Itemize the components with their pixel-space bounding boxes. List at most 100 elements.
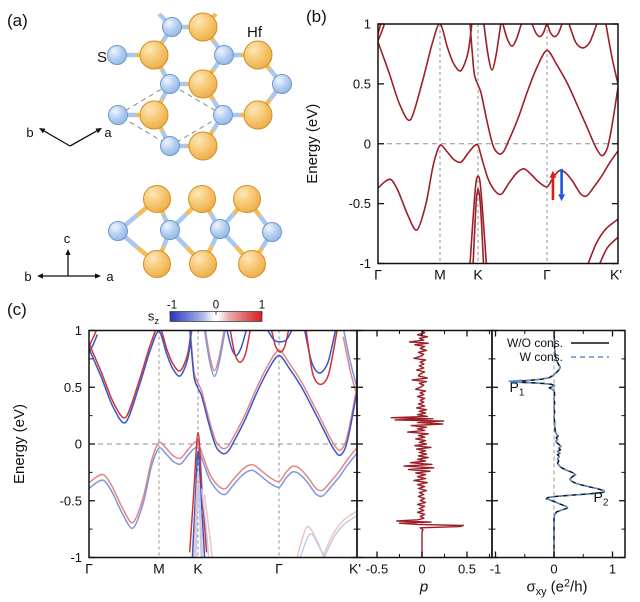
s-atom — [108, 221, 128, 241]
legend-w-label: W cons. — [520, 350, 563, 364]
band-cWGr — [270, 330, 290, 353]
band-Kp_desc — [605, 24, 618, 85]
p-curve — [390, 329, 465, 558]
hf-atom-label: Hf — [247, 24, 263, 41]
axis-arrow-b2-head — [37, 273, 43, 279]
axis-arrow-a2-head — [95, 273, 101, 279]
band-K_desc — [189, 330, 357, 451]
peak-p1-label: P1 — [510, 379, 525, 399]
band-v_main — [89, 446, 357, 530]
kpoint-label: Γ — [85, 561, 93, 577]
xtick-label: 1 — [609, 562, 616, 577]
band-V0 — [483, 24, 502, 71]
ytick-label: -1 — [70, 550, 82, 565]
band-V0 — [203, 330, 226, 378]
kpoint-label: K — [193, 561, 203, 577]
ytick-label: 0.5 — [353, 76, 371, 91]
kpoint-label: M — [434, 267, 446, 283]
panel-c-label: (c) — [7, 300, 27, 319]
hf-atom — [189, 250, 217, 278]
colorbar-label: sz — [148, 309, 160, 327]
axis-arrow-a-head — [95, 128, 102, 134]
band-WR — [546, 24, 563, 38]
hf-atom — [243, 100, 273, 130]
band-pale_br2 — [299, 532, 327, 558]
s-atom — [160, 74, 180, 94]
ytick-label: -0.5 — [60, 493, 82, 508]
ytick-label: 1 — [364, 17, 371, 32]
axis-a2-label: a — [106, 269, 114, 284]
s-atom — [107, 45, 127, 65]
sigma-wo-curve — [509, 330, 606, 558]
s-atom — [210, 219, 230, 239]
band-D2 — [568, 24, 598, 49]
hf-atom — [188, 12, 218, 42]
structure-view — [107, 12, 292, 161]
ytick-label: -1 — [359, 256, 371, 271]
band-cKb2 — [195, 484, 202, 558]
panel-b-label: (b) — [306, 7, 327, 26]
s-atom-label: S — [97, 49, 107, 66]
kpoint-label: Γ — [275, 561, 283, 577]
spin-down-arrow-head — [558, 194, 565, 202]
legend-wo-label: W/O cons. — [507, 336, 563, 350]
hf-atom — [143, 185, 171, 213]
energy-axis-label: Energy (eV) — [11, 404, 28, 484]
ytick-label: 0.5 — [64, 380, 82, 395]
spin-up-arrow-head — [549, 170, 557, 178]
hf-atom — [188, 69, 218, 99]
hf-atom — [143, 250, 171, 278]
axis-arrow-b-head — [39, 128, 46, 134]
band-K_desc — [189, 330, 357, 457]
s-atom — [262, 222, 282, 242]
band-v_main — [89, 440, 357, 524]
panel-b-bands: 10.50-0.5-1Γ M K Γ K'Energy (eV) — [304, 17, 622, 283]
band-cD2r — [305, 330, 338, 386]
hf-atom — [238, 250, 266, 278]
band-vKp2 — [598, 236, 618, 264]
xtick-label: -0.5 — [366, 562, 388, 577]
ytick-label: 0 — [75, 437, 82, 452]
s-atom — [162, 17, 182, 37]
band-V1 — [502, 24, 523, 48]
kpoint-label: M — [153, 561, 165, 577]
colorbar-tick-label: 1 — [259, 300, 265, 312]
kpoint-label: Γ — [543, 267, 551, 283]
kpoint-label: K — [473, 267, 483, 283]
xtick-label: 0.5 — [458, 562, 476, 577]
axis-a-label: a — [104, 125, 112, 140]
kpoint-label: K' — [349, 561, 361, 577]
band-vK2 — [472, 187, 485, 264]
hf-atom — [188, 185, 216, 213]
panel-c-bands: 10.50-0.5-1Γ M K Γ K'Energy (eV) — [11, 323, 361, 577]
peak-p2-label: P2 — [594, 489, 609, 509]
s-atom — [213, 105, 233, 125]
energy-axis-label: Energy (eV) — [304, 104, 321, 184]
band-cV1r — [229, 330, 251, 364]
band-cKr1 — [188, 431, 208, 553]
band-cWGb — [267, 330, 293, 343]
band-Kp_desc — [343, 330, 357, 389]
panel-a-label: (a) — [7, 11, 28, 30]
kpoint-label: K' — [610, 267, 622, 283]
axis-b2-label: b — [24, 269, 31, 284]
colorbar-tick-label: 0 — [213, 300, 219, 312]
band-Kp_desc — [342, 336, 357, 398]
s-atom — [160, 220, 180, 240]
band-vKp1 — [587, 218, 618, 264]
band-main_M — [89, 330, 193, 424]
s-atom — [108, 105, 128, 125]
band-v_main — [378, 143, 618, 231]
panel-c-polarization: -0.5 0 0.5 p — [356, 329, 493, 596]
band-stub1 — [89, 330, 98, 348]
band-pale_s2 — [203, 494, 213, 558]
band-WL — [531, 24, 548, 38]
xtick-label: -1 — [490, 562, 502, 577]
hf-atom — [233, 185, 261, 213]
hf-atom — [139, 40, 169, 70]
band-main_M — [89, 330, 192, 419]
ytick-label: -0.5 — [349, 196, 371, 211]
xtick-label: 0 — [418, 562, 425, 577]
